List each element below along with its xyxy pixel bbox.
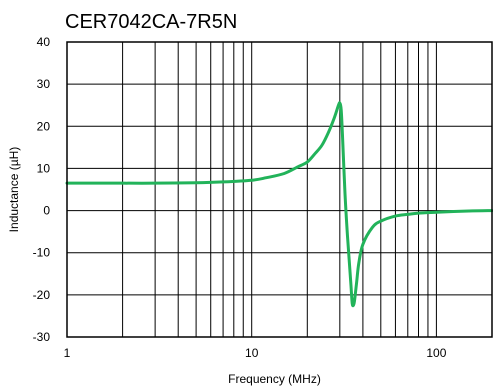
y-tick-label: -30 — [33, 330, 51, 344]
x-tick-label: 10 — [245, 346, 259, 360]
x-tick-label: 1 — [64, 346, 71, 360]
grid-lines — [66, 41, 493, 338]
y-tick-label: 20 — [37, 119, 51, 133]
plot-frame — [66, 41, 493, 338]
chart-title: CER7042CA-7R5N — [65, 11, 237, 33]
y-tick-label: 10 — [37, 161, 51, 175]
y-tick-label: 30 — [37, 77, 51, 91]
y-tick-label: -20 — [33, 288, 51, 302]
y-tick-label: -10 — [33, 246, 51, 260]
y-tick-label: 0 — [43, 204, 50, 218]
y-axis-label: Inductance (µH) — [7, 147, 21, 233]
x-axis-label: Frequency (MHz) — [228, 372, 321, 386]
data-series — [65, 101, 493, 308]
x-tick-label: 100 — [426, 346, 446, 360]
y-tick-label: 40 — [37, 35, 51, 49]
inductance-curve — [65, 101, 493, 308]
